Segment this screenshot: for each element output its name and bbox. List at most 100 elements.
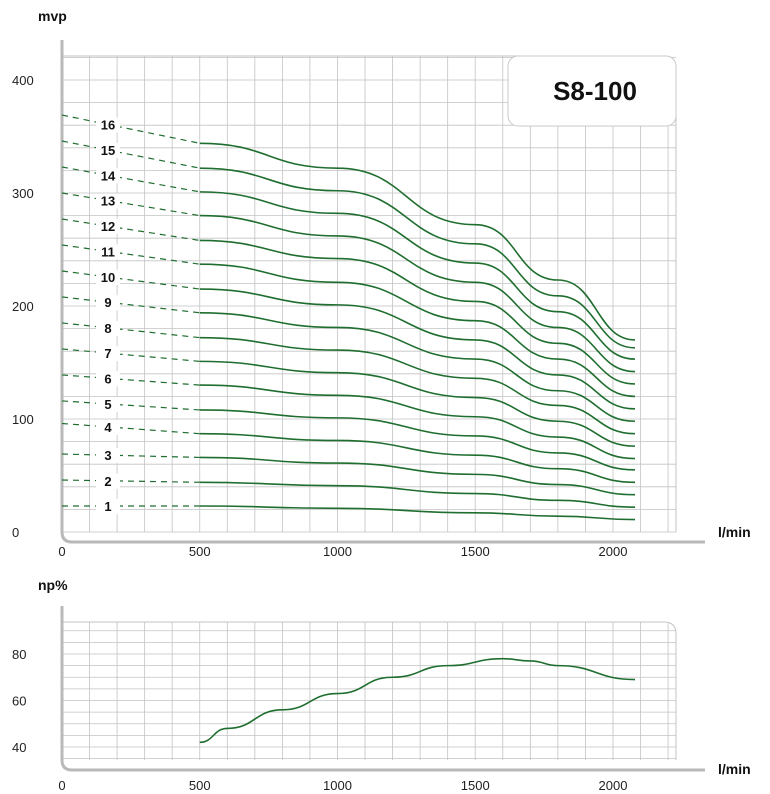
series-line — [199, 481, 636, 508]
series-label-bg — [96, 419, 120, 435]
grid-frame — [62, 55, 677, 532]
series-label: 13 — [101, 194, 115, 209]
series-label: 16 — [101, 117, 115, 132]
axis-line — [60, 40, 705, 544]
y-tick-label: 60 — [12, 694, 26, 709]
series-label: 15 — [101, 143, 115, 158]
series-label-bg — [96, 219, 120, 235]
y-tick-label: 40 — [12, 740, 26, 755]
efficiency-chart-axes — [60, 606, 705, 772]
head-chart-grid — [61, 55, 677, 533]
series-label: 4 — [104, 420, 112, 435]
model-title: S8-100 — [553, 76, 637, 106]
series-dashed-segment — [61, 218, 200, 242]
efficiency-chart-grid — [61, 621, 677, 760]
series-line — [199, 432, 636, 484]
series-label-bg — [96, 396, 120, 412]
series-dashed-segment — [61, 140, 200, 169]
series-label: 12 — [101, 219, 115, 234]
series-label: 9 — [104, 295, 111, 310]
series-dashed-segment — [61, 479, 200, 483]
y-tick-label: 100 — [12, 412, 34, 427]
series-label-bg — [96, 346, 120, 362]
series-label-bg — [96, 168, 120, 184]
y-tick-label: 400 — [12, 73, 34, 88]
y-tick-label: 200 — [12, 299, 34, 314]
x-tick-label: 500 — [189, 544, 211, 559]
series-line — [199, 167, 636, 349]
series-line — [199, 142, 636, 341]
series-dashed-segment — [61, 270, 200, 290]
series-label: 5 — [104, 397, 111, 412]
series-line — [199, 409, 636, 471]
x-tick-label: 0 — [58, 544, 65, 559]
series-label: 1 — [104, 499, 111, 514]
series-label: 14 — [101, 168, 116, 183]
x-tick-label: 2000 — [599, 544, 628, 559]
head-chart-x-axis-label: l/min — [718, 524, 751, 540]
series-label: 8 — [104, 321, 111, 336]
series-label-bg — [96, 371, 120, 387]
series-line — [199, 288, 636, 410]
y-tick-label: 0 — [12, 525, 19, 540]
series-line — [199, 456, 636, 496]
series-line — [199, 311, 636, 423]
head-chart-series — [61, 114, 636, 521]
series-label-bg — [96, 295, 120, 311]
series-dashed-segment — [61, 296, 200, 314]
efficiency-chart-series — [199, 657, 636, 744]
y-tick-label: 80 — [12, 647, 26, 662]
x-tick-label: 1500 — [461, 778, 490, 793]
series-dashed-segment — [61, 348, 200, 362]
grid-frame — [62, 621, 677, 760]
series-label: 2 — [104, 474, 111, 489]
series-dashed-segment — [61, 400, 200, 411]
series-label: 6 — [104, 371, 111, 386]
x-tick-label: 0 — [58, 778, 65, 793]
head-chart-y-axis-label: mvp — [38, 8, 67, 24]
efficiency-chart-tick-labels: 0 500 1000 1500 2000 40 60 80 — [12, 647, 627, 793]
head-chart-tick-labels: 0 500 1000 1500 2000 0 100 200 300 400 — [12, 73, 627, 559]
series-dashed-segment — [61, 374, 200, 386]
series-dashed-segment — [61, 453, 200, 459]
series-line — [199, 263, 636, 398]
x-tick-label: 1000 — [323, 544, 352, 559]
series-label: 7 — [104, 346, 111, 361]
series-dashed-segment — [61, 114, 200, 144]
x-tick-label: 2000 — [599, 778, 628, 793]
series-label-bg — [96, 270, 120, 286]
series-label-bg — [96, 244, 120, 260]
series-dashed-segment — [61, 422, 200, 435]
y-tick-label: 300 — [12, 186, 34, 201]
series-line — [199, 336, 636, 435]
series-line — [199, 384, 636, 460]
series-label: 10 — [101, 270, 115, 285]
efficiency-chart: 0 500 1000 1500 2000 40 60 80 np% l/min — [12, 577, 751, 793]
series-label-bg — [96, 320, 120, 336]
series-line — [199, 191, 636, 360]
x-tick-label: 500 — [189, 778, 211, 793]
efficiency-line — [199, 657, 636, 744]
series-label-bg — [96, 499, 120, 515]
x-tick-label: 1500 — [461, 544, 490, 559]
series-dashed-segment — [61, 322, 200, 339]
series-label-bg — [96, 448, 120, 464]
efficiency-chart-y-axis-label: np% — [38, 577, 68, 593]
series-line — [199, 505, 636, 521]
head-chart-axes — [60, 40, 705, 544]
series-label: 3 — [104, 448, 111, 463]
series-label-bg — [96, 473, 120, 489]
series-label-bg — [96, 117, 120, 133]
series-dashed-segment — [61, 166, 200, 193]
efficiency-chart-x-axis-label: l/min — [718, 761, 751, 777]
model-title-box: S8-100 — [507, 55, 677, 127]
series-line — [199, 239, 636, 385]
series-dashed-segment — [61, 244, 200, 265]
x-tick-label: 1000 — [323, 778, 352, 793]
series-label: 11 — [101, 244, 115, 259]
axis-line — [60, 606, 705, 772]
series-line — [199, 360, 636, 447]
series-dashed-segment — [61, 192, 200, 217]
